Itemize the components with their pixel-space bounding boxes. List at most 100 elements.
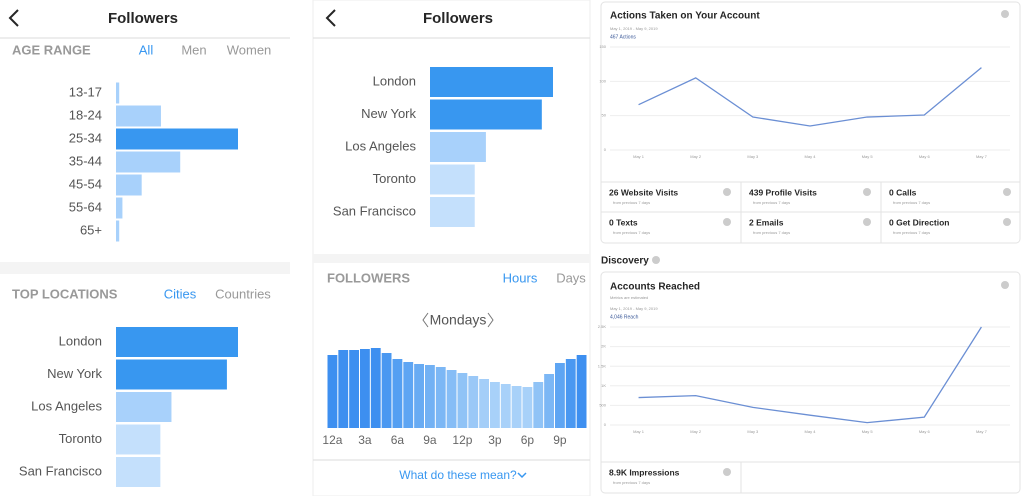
bar	[116, 220, 120, 242]
x-tick-label: May 5	[862, 429, 874, 434]
x-tick-label: May 1	[633, 154, 645, 159]
bar	[116, 105, 161, 127]
tab[interactable]: Countries	[215, 286, 271, 301]
metric-change: from previous 7 days	[613, 230, 650, 235]
x-tick-label: May 6	[919, 154, 931, 159]
x-tick-label: 3p	[488, 433, 502, 447]
bar	[116, 174, 142, 196]
x-tick-label: May 3	[747, 429, 759, 434]
total: 467 Actions	[610, 34, 636, 40]
bar-label: New York	[47, 366, 102, 381]
metric-label: 0 Texts	[609, 217, 638, 227]
next-day[interactable]	[487, 312, 494, 328]
y-tick-label: 50	[602, 113, 607, 118]
help-link[interactable]: What do these mean?	[399, 468, 517, 482]
total: 4,046 Reach	[610, 314, 639, 320]
metric-label: 2 Emails	[749, 217, 784, 227]
x-tick-label: May 1	[633, 429, 645, 434]
metric-label: 0 Get Direction	[889, 217, 949, 227]
bar	[425, 365, 435, 428]
info-icon	[723, 468, 731, 476]
info-icon	[1003, 218, 1011, 226]
info-icon	[863, 218, 871, 226]
info-icon	[723, 188, 731, 196]
section-title: FOLLOWERS	[327, 270, 410, 285]
y-tick-label: 1K	[601, 383, 606, 388]
metric-change: from previous 7 days	[893, 200, 930, 205]
bar	[116, 128, 238, 150]
section-gap	[313, 254, 590, 263]
tab[interactable]: Men	[181, 42, 206, 57]
bar	[446, 370, 457, 428]
x-tick-label: 6p	[521, 433, 535, 447]
x-tick-label: May 2	[690, 154, 702, 159]
date-range: May 1, 2019 - May 9, 2019	[610, 26, 658, 31]
bar	[116, 82, 120, 104]
bar	[533, 382, 544, 428]
bar-label: Toronto	[373, 171, 416, 186]
y-tick-label: 0	[604, 422, 607, 427]
bar	[468, 376, 479, 428]
metric-change: from previous 7 days	[753, 230, 790, 235]
x-tick-label: May 4	[805, 429, 817, 434]
header-title: Followers	[108, 10, 178, 27]
bar-label: San Francisco	[333, 203, 416, 218]
tab[interactable]: Days	[556, 270, 586, 285]
bar-label: 35-44	[69, 153, 102, 168]
bar-label: San Francisco	[19, 463, 102, 478]
tab[interactable]: Cities	[164, 286, 197, 301]
section-title: Discovery	[601, 256, 649, 267]
metric-change: from previous 7 days	[753, 200, 790, 205]
info-icon[interactable]	[1001, 281, 1009, 289]
bar	[544, 374, 554, 428]
card	[600, 271, 1021, 494]
bar	[403, 362, 414, 428]
bar	[430, 164, 475, 195]
x-tick-label: 6a	[391, 433, 405, 447]
x-tick-label: 9p	[553, 433, 567, 447]
tab[interactable]: All	[139, 42, 154, 57]
bar	[479, 379, 489, 428]
bar	[360, 349, 370, 428]
info-icon	[1003, 188, 1011, 196]
bar-label: Los Angeles	[31, 398, 102, 413]
line	[638, 326, 982, 424]
bar	[435, 367, 446, 428]
x-tick-label: 12p	[452, 433, 472, 447]
metric-label: 26 Website Visits	[609, 187, 678, 197]
section-title: TOP LOCATIONS	[12, 286, 118, 301]
back-button[interactable]	[8, 9, 19, 27]
bar	[116, 424, 161, 455]
y-tick-label: 100	[599, 78, 606, 83]
metric-label: 8.9K Impressions	[609, 467, 680, 477]
bar	[338, 350, 349, 428]
info-icon[interactable]	[1001, 10, 1009, 18]
back-button[interactable]	[325, 9, 336, 27]
tab[interactable]: Women	[227, 42, 272, 57]
x-tick-label: May 7	[976, 429, 988, 434]
tab[interactable]: Hours	[503, 270, 538, 285]
x-tick-label: May 5	[862, 154, 874, 159]
chevron	[517, 472, 527, 479]
y-tick-label: 0	[604, 147, 607, 152]
x-tick-label: 3a	[358, 433, 372, 447]
x-tick-label: May 2	[690, 429, 702, 434]
metric-change: from previous 7 days	[613, 480, 650, 485]
bar-label: 45-54	[69, 176, 102, 191]
bar	[490, 382, 500, 428]
y-tick-label: 2K	[601, 344, 606, 349]
bar	[392, 359, 403, 428]
y-tick-label: 500	[599, 402, 606, 407]
bar	[457, 373, 468, 428]
bar	[430, 99, 542, 130]
bar	[500, 384, 511, 428]
bar-label: Toronto	[59, 431, 102, 446]
metric-label: 439 Profile Visits	[749, 187, 817, 197]
bar	[116, 392, 172, 422]
header-title: Followers	[423, 10, 493, 27]
prev-day[interactable]	[422, 312, 429, 328]
info-icon[interactable]	[652, 256, 660, 264]
bar	[327, 355, 338, 428]
card-title: Accounts Reached	[610, 282, 700, 293]
